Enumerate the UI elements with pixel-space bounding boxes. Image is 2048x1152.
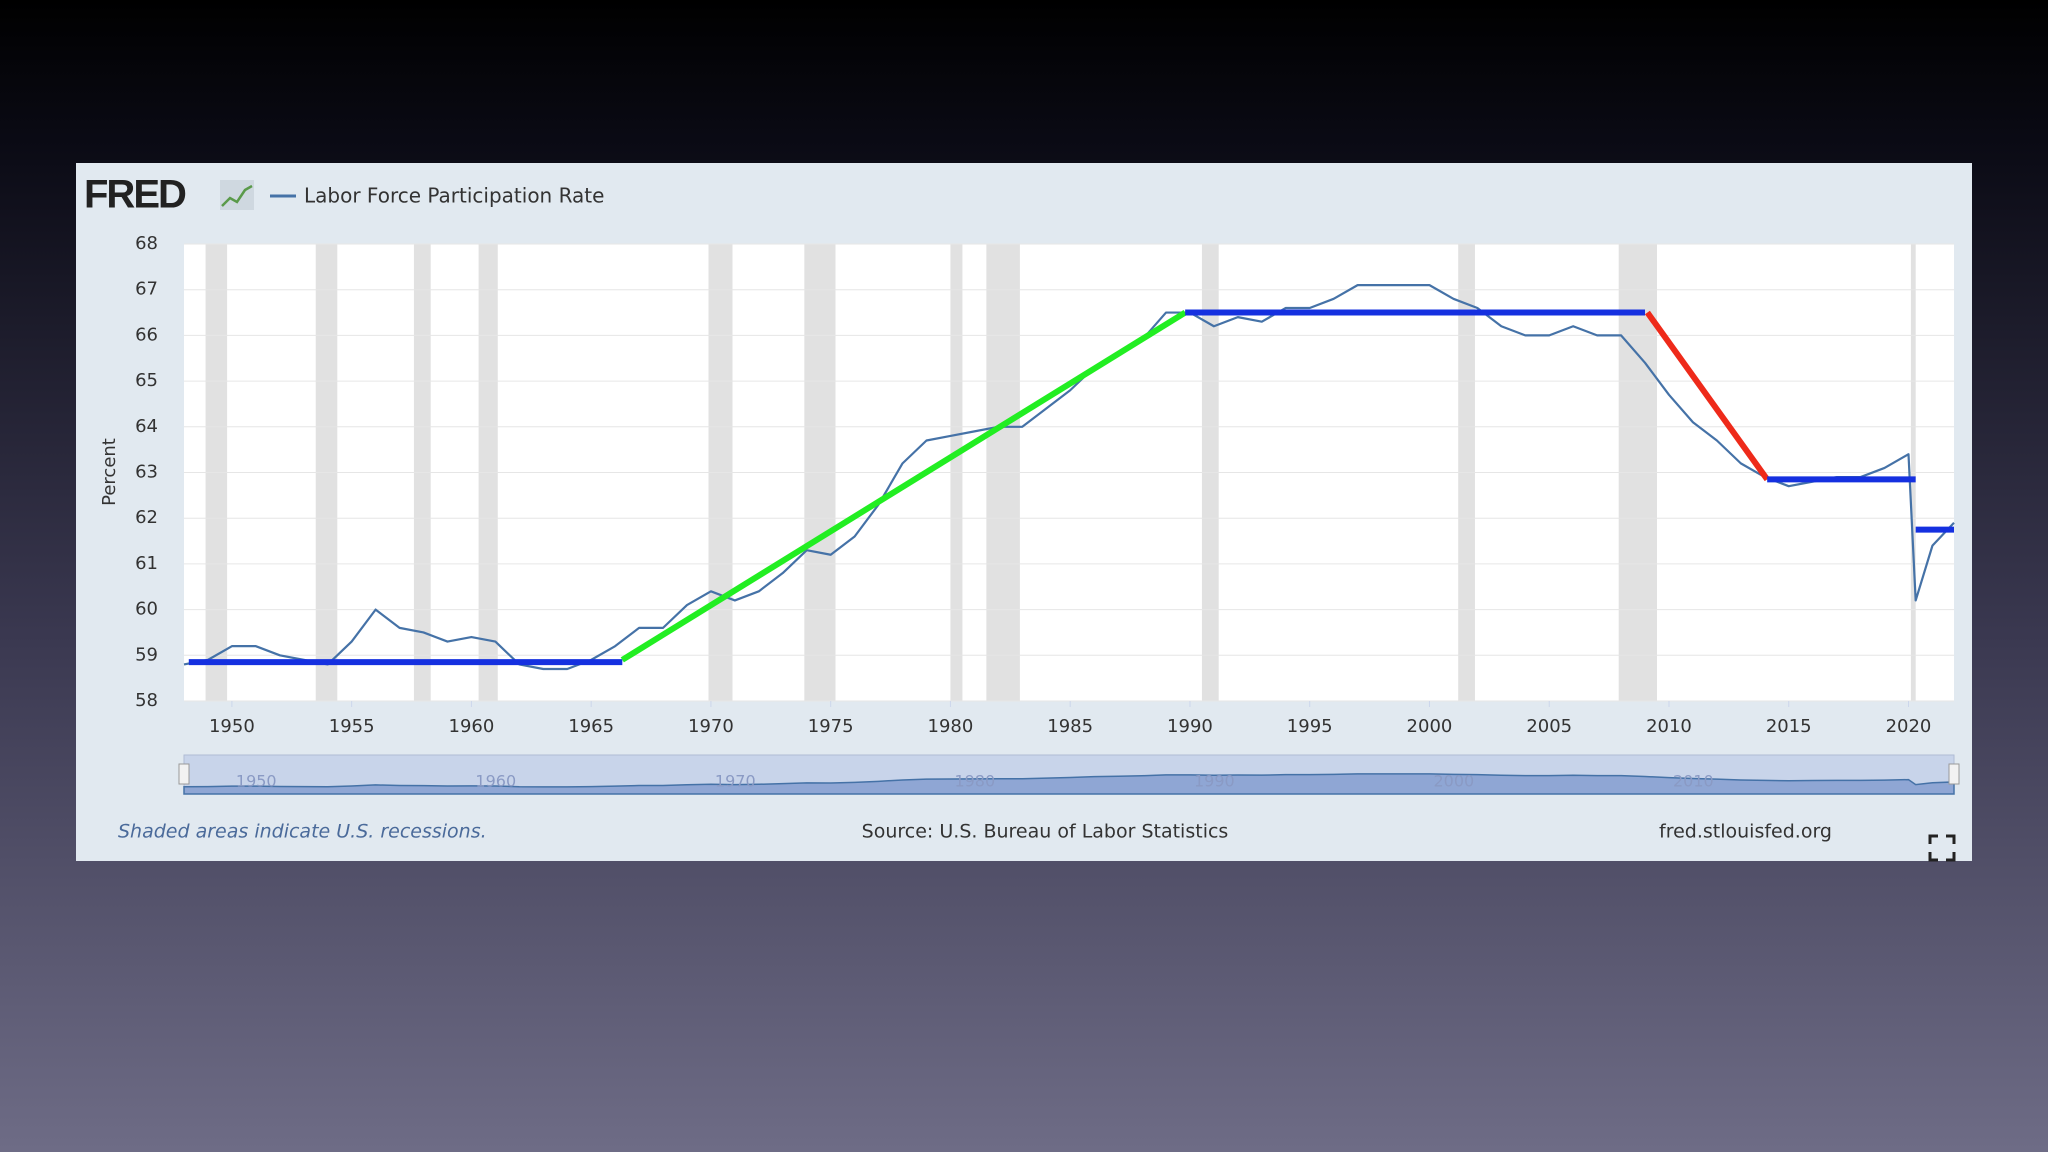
navigator-label: 2000 bbox=[1433, 772, 1474, 791]
navigator-label: 1970 bbox=[715, 772, 756, 791]
logo-icon bbox=[220, 180, 254, 210]
x-tick-label: 1955 bbox=[329, 716, 375, 737]
x-tick-label: 1950 bbox=[209, 716, 255, 737]
x-tick-label: 1970 bbox=[688, 716, 734, 737]
x-tick-label: 1965 bbox=[568, 716, 614, 737]
y-tick-label: 63 bbox=[135, 462, 158, 483]
x-tick-label: 2005 bbox=[1526, 716, 1572, 737]
logo: FRED bbox=[84, 173, 186, 217]
y-tick-label: 64 bbox=[135, 416, 158, 437]
trend-line bbox=[1644, 310, 1770, 482]
navigator-label: 1990 bbox=[1194, 772, 1235, 791]
y-tick-label: 60 bbox=[135, 599, 158, 620]
legend-label: Labor Force Participation Rate bbox=[304, 184, 604, 208]
fullscreen-icon[interactable] bbox=[1928, 834, 1956, 862]
y-tick-label: 68 bbox=[135, 233, 158, 254]
navigator-label: 1950 bbox=[236, 772, 277, 791]
navigator-handle[interactable] bbox=[1948, 763, 1960, 785]
y-tick-label: 67 bbox=[135, 279, 158, 300]
x-tick-label: 2010 bbox=[1646, 716, 1692, 737]
y-tick-label: 59 bbox=[135, 644, 158, 665]
site: fred.stlouisfed.org bbox=[1659, 821, 1832, 843]
note: Shaded areas indicate U.S. recessions. bbox=[118, 821, 487, 843]
x-tick-label: 1980 bbox=[928, 716, 974, 737]
navigator-label: 1960 bbox=[475, 772, 516, 791]
x-tick-label: 2015 bbox=[1766, 716, 1812, 737]
y-axis-label: Percent bbox=[99, 438, 120, 506]
navigator-label: 2010 bbox=[1673, 772, 1714, 791]
source: Source: U.S. Bureau of Labor Statistics bbox=[862, 821, 1229, 843]
layer: 58 59 60 61 62 63 64 65 66 67 68 1950 1955 1960 1965 19… bbox=[135, 233, 1960, 795]
x-tick-label: 1990 bbox=[1167, 716, 1213, 737]
y-tick-label: 62 bbox=[135, 507, 158, 528]
x-tick-label: 1985 bbox=[1047, 716, 1093, 737]
x-tick-label: 2000 bbox=[1407, 716, 1453, 737]
y-tick-label: 58 bbox=[135, 690, 158, 711]
y-tick-label: 61 bbox=[135, 553, 158, 574]
navigator-area bbox=[183, 773, 1955, 795]
x-tick-label: 1960 bbox=[449, 716, 495, 737]
x-tick-label: 1995 bbox=[1287, 716, 1333, 737]
trend-line bbox=[620, 309, 1187, 663]
x-tick-label: 1975 bbox=[808, 716, 854, 737]
x-tick-label: 2020 bbox=[1886, 716, 1932, 737]
navigator-label: 1980 bbox=[954, 772, 995, 791]
y-tick-label: 65 bbox=[135, 370, 158, 391]
y-tick-label: 66 bbox=[135, 324, 158, 345]
navigator-handle[interactable] bbox=[178, 763, 190, 785]
